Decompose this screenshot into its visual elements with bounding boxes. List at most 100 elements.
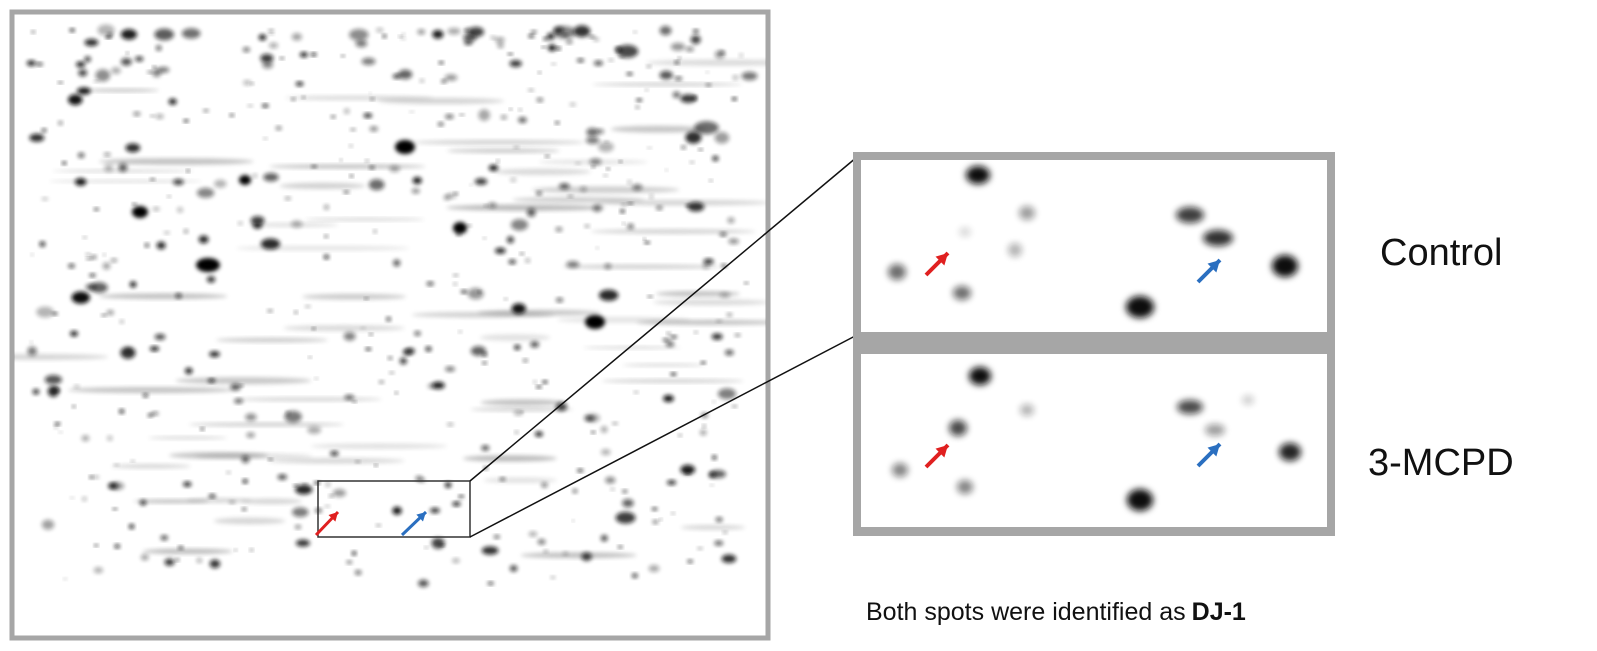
spot [512, 303, 526, 313]
streak [512, 197, 644, 203]
spot [135, 56, 143, 61]
spot [722, 555, 737, 563]
spot [207, 276, 216, 283]
spot [305, 305, 310, 308]
spot [340, 159, 342, 161]
spot [94, 567, 103, 573]
spot [482, 546, 499, 554]
spot [694, 331, 697, 333]
spot [529, 532, 538, 537]
streak [583, 346, 680, 349]
spot [107, 310, 114, 315]
spot [577, 469, 583, 472]
spot [648, 147, 652, 149]
spot [140, 500, 146, 506]
spot [269, 29, 274, 32]
spot [264, 137, 268, 139]
spot [481, 445, 489, 450]
figure: Control 3-MCPD Both spots were identifie… [0, 0, 1597, 651]
spot [592, 166, 595, 168]
spot [309, 356, 312, 358]
spot [628, 180, 632, 184]
spot [888, 264, 906, 280]
streak [238, 397, 382, 401]
streak [446, 205, 605, 211]
spot [678, 434, 681, 437]
spot [355, 570, 362, 575]
spot [329, 495, 333, 498]
spot [245, 413, 256, 421]
spot [95, 69, 110, 81]
spot [425, 546, 428, 548]
spot [241, 456, 249, 463]
spot [104, 164, 113, 172]
spot [151, 115, 155, 117]
spot [574, 25, 591, 37]
spot [470, 184, 472, 186]
spot [187, 169, 190, 172]
spot [663, 395, 674, 402]
spot [27, 60, 36, 66]
streak [483, 478, 556, 483]
spot [709, 472, 716, 478]
spot [94, 80, 98, 82]
spot [632, 573, 638, 577]
spot [525, 258, 530, 262]
spot [604, 174, 608, 176]
spot [184, 229, 188, 233]
spot [541, 482, 547, 487]
streak [236, 246, 409, 251]
spot [153, 66, 156, 68]
spot [663, 338, 669, 341]
spot [390, 372, 394, 374]
spot [551, 576, 555, 579]
spot [552, 63, 556, 65]
spot [727, 313, 733, 316]
spot [251, 216, 265, 224]
spot [410, 111, 414, 113]
spot [36, 62, 43, 66]
spot [365, 298, 368, 300]
spot [732, 97, 737, 100]
spot [412, 188, 420, 193]
spot [701, 361, 706, 364]
spot [623, 223, 625, 225]
spot [341, 55, 344, 57]
spot [325, 505, 330, 508]
spot [111, 67, 121, 74]
spot [687, 202, 704, 211]
spot [1177, 400, 1203, 414]
spot [262, 104, 268, 107]
spot [1272, 255, 1298, 277]
spot [269, 33, 273, 35]
spot [259, 34, 267, 40]
streak [480, 399, 564, 405]
spot [119, 409, 124, 413]
spot [76, 61, 85, 67]
spot [491, 36, 496, 39]
spot [84, 39, 98, 46]
spot [559, 183, 570, 189]
spot [460, 114, 464, 116]
spot [350, 175, 353, 178]
spot [556, 227, 563, 232]
spot [599, 290, 618, 301]
spot [520, 253, 524, 255]
spot [106, 36, 111, 38]
spot [392, 507, 401, 515]
spot [284, 411, 301, 423]
spot [147, 71, 152, 74]
spot [464, 29, 467, 31]
spot [475, 178, 488, 185]
spot [261, 238, 280, 249]
spot [414, 331, 421, 336]
caption-text: Both spots were identified as [866, 598, 1186, 626]
spot [250, 549, 253, 552]
spot [415, 476, 423, 481]
spot [132, 206, 148, 218]
control-label: Control [1380, 232, 1503, 275]
spot [344, 395, 354, 400]
spot [445, 482, 452, 488]
spot [636, 99, 642, 102]
spot [365, 160, 368, 162]
